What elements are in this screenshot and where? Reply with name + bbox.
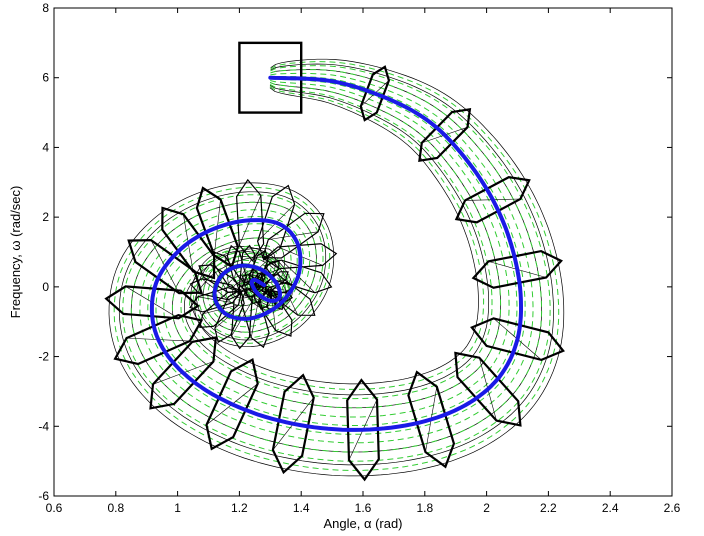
- reach-polytope-7: [346, 378, 380, 482]
- sample-trajectories: [113, 61, 560, 471]
- y-tick-label-4: 2: [42, 210, 49, 224]
- axis-ticks: 0.6 0.8 1 1.2 1.4 1.6 1.8 2 2.2 2.4 2.6 -6 -4 -2 0 2 4 6 8: [38, 1, 680, 515]
- x-tick-label-2: 1: [174, 501, 181, 515]
- envelope-line-0: [108, 58, 565, 477]
- x-tick-label-1: 0.8: [107, 501, 124, 515]
- plot-frame: [53, 7, 673, 497]
- x-tick-label-8: 2.2: [540, 501, 557, 515]
- x-axis-label: Angle, α (rad): [323, 516, 402, 531]
- reachable-set-outer-envelope: [108, 58, 565, 477]
- x-tick-label-7: 2: [483, 501, 490, 515]
- reach-polytope-1: [418, 107, 472, 163]
- x-tick-label-5: 1.6: [355, 501, 372, 515]
- nominal-trajectory: [149, 75, 523, 432]
- reach-polytope-9: [205, 358, 259, 451]
- y-tick-label-7: 8: [42, 1, 49, 15]
- reach-polytope-2: [454, 176, 531, 224]
- y-tick-label-5: 4: [42, 140, 49, 154]
- sample-trajectory-1: [122, 65, 551, 462]
- reach-polytope-16: [235, 178, 265, 262]
- y-axis-label: Frequency, ω (rad/sec): [8, 186, 23, 319]
- reach-polytope-6: [407, 370, 456, 469]
- reach-polytope-25: [214, 288, 245, 344]
- nominal-trajectory-line: [149, 75, 523, 432]
- y-tick-label-1: -4: [38, 419, 49, 433]
- sample-trajectory-2: [130, 69, 543, 453]
- x-tick-label-4: 1.4: [293, 501, 310, 515]
- reach-polytope-28: [189, 278, 241, 301]
- y-tick-label-6: 6: [42, 71, 49, 85]
- sample-trajectory-7: [171, 82, 502, 409]
- y-tick-label-3: 0: [42, 280, 49, 294]
- x-tick-label-0: 0.6: [46, 501, 63, 515]
- sample-trajectory-8: [180, 84, 493, 400]
- reach-polytope-12: [104, 285, 200, 320]
- y-tick-label-2: -2: [38, 350, 49, 364]
- x-tick-label-9: 2.4: [602, 501, 619, 515]
- y-tick-label-0: -6: [38, 489, 49, 503]
- reach-polytope-40: [258, 288, 273, 310]
- x-tick-label-10: 2.6: [664, 501, 681, 515]
- reachable-set-polytopes: [104, 65, 565, 482]
- x-tick-label-6: 1.8: [416, 501, 433, 515]
- reach-polytope-29: [198, 264, 241, 293]
- sample-trajectory-0: [113, 61, 560, 471]
- sample-trajectory-3: [139, 72, 534, 444]
- envelope-line-3: [172, 82, 501, 409]
- reach-polytope-45: [249, 268, 260, 292]
- x-tick-label-3: 1.2: [231, 501, 248, 515]
